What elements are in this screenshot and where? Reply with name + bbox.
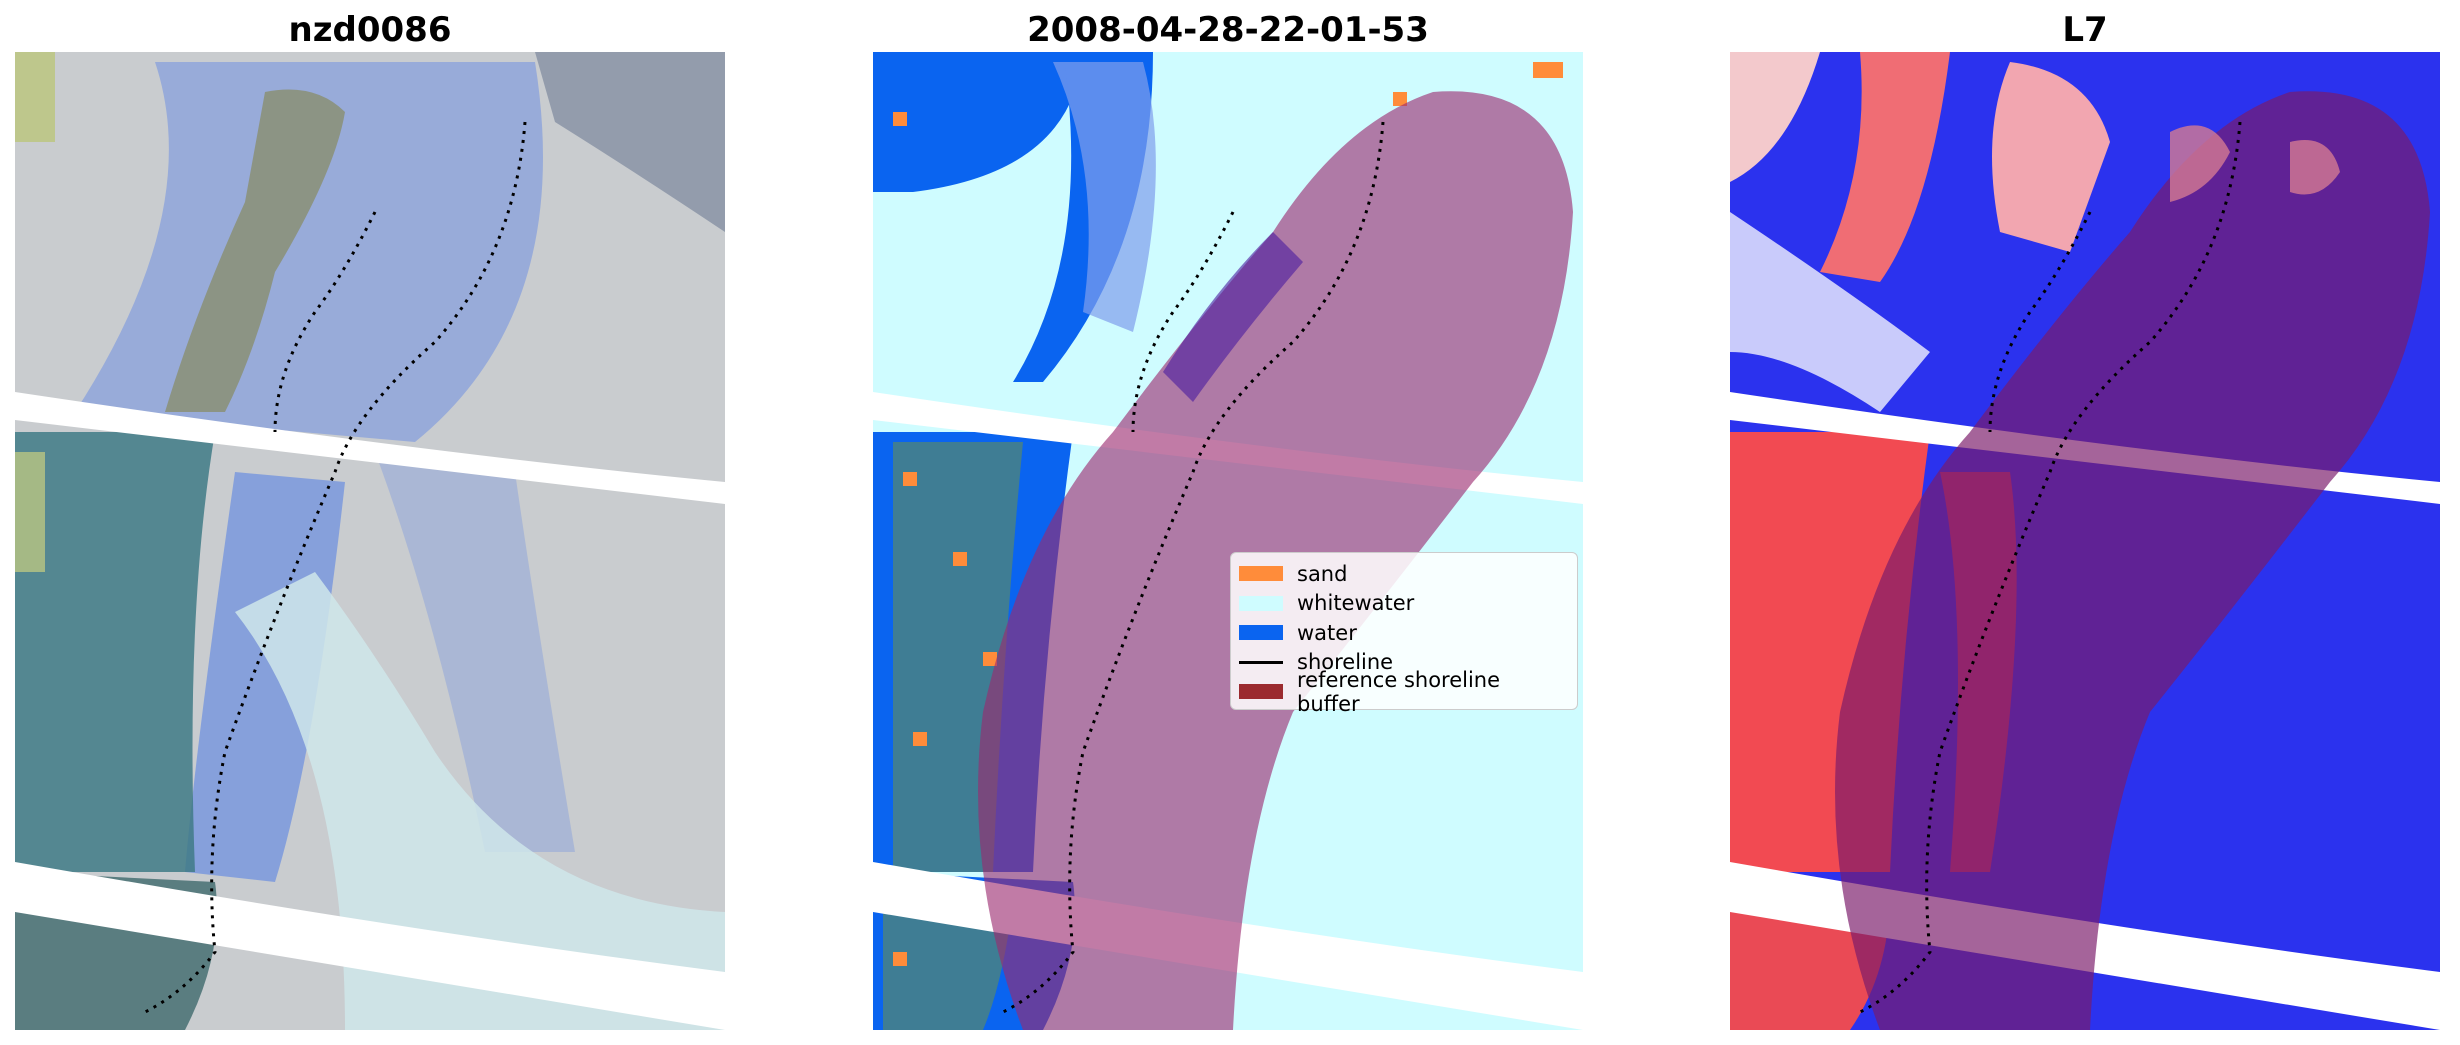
class-sand-pixel bbox=[903, 472, 917, 486]
legend-line-shoreline bbox=[1239, 660, 1283, 664]
rgb-vegetation bbox=[15, 432, 215, 872]
class-sand-pixel bbox=[893, 112, 907, 126]
legend-swatch-sand bbox=[1239, 566, 1283, 582]
legend-label-water: water bbox=[1297, 620, 1357, 645]
index-white-band bbox=[1730, 212, 1930, 412]
rgb-dark-region bbox=[535, 52, 725, 232]
index-light-red bbox=[1992, 62, 2110, 252]
rgb-whitewater bbox=[235, 572, 725, 1030]
index-red-streak bbox=[1820, 52, 1950, 282]
legend: sand whitewater water shoreline referenc… bbox=[1230, 552, 1578, 716]
class-water-top-left bbox=[873, 52, 1083, 192]
rgb-image bbox=[15, 52, 725, 1030]
rgb-nodata-stripe-top bbox=[15, 392, 725, 504]
panel-title-right: L7 bbox=[2062, 10, 2108, 50]
legend-item-sand: sand bbox=[1239, 559, 1569, 589]
rgb-shoreline bbox=[144, 121, 527, 1014]
index-shoreline-inner bbox=[1988, 211, 2092, 433]
index-buffer-highlight bbox=[2170, 125, 2230, 202]
index-image-panel bbox=[1730, 52, 2440, 1030]
panel-title-middle: 2008-04-28-22-01-53 bbox=[1027, 10, 1429, 50]
rgb-water-zone-right bbox=[375, 452, 575, 852]
legend-item-reference-buffer: reference shoreline buffer bbox=[1239, 668, 1569, 716]
rgb-nodata-stripe-bottom bbox=[15, 862, 725, 1030]
class-mixed-region bbox=[1053, 62, 1156, 332]
index-reference-buffer bbox=[1835, 91, 2430, 1030]
rgb-shoreline-inner bbox=[273, 211, 377, 433]
class-shoreline-inner bbox=[1131, 211, 1235, 433]
rgb-water-zone-mid bbox=[185, 472, 345, 882]
class-sand-pixel bbox=[1533, 62, 1563, 78]
index-image bbox=[1730, 52, 2440, 1030]
legend-label-reference-buffer: reference shoreline buffer bbox=[1297, 667, 1501, 716]
index-light-region bbox=[1730, 52, 1820, 182]
class-buffer-dark bbox=[1163, 232, 1303, 402]
legend-swatch-reference-buffer bbox=[1239, 684, 1283, 700]
legend-label-whitewater: whitewater bbox=[1297, 591, 1415, 616]
class-shoreline bbox=[1002, 121, 1385, 1014]
rgb-yellow-edge bbox=[15, 52, 55, 142]
legend-label-shoreline: shoreline bbox=[1297, 650, 1394, 675]
class-sand-pixel bbox=[1393, 92, 1407, 106]
legend-item-shoreline: shoreline bbox=[1239, 648, 1569, 678]
legend-swatch-whitewater bbox=[1239, 595, 1283, 611]
class-sand-pixel bbox=[893, 952, 907, 966]
legend-item-whitewater: whitewater bbox=[1239, 589, 1569, 619]
rgb-image-panel bbox=[15, 52, 725, 1030]
rgb-sand-spit bbox=[165, 89, 345, 412]
classified-image bbox=[873, 52, 1583, 1030]
class-sand-pixel bbox=[953, 552, 967, 566]
class-sand-pixel bbox=[983, 652, 997, 666]
index-buffer-highlight-2 bbox=[2290, 140, 2340, 195]
index-shoreline bbox=[1859, 121, 2242, 1014]
legend-label-sand: sand bbox=[1297, 561, 1348, 586]
rgb-yellow-edge-2 bbox=[15, 452, 45, 572]
legend-swatch-water bbox=[1239, 625, 1283, 641]
class-sand-pixel bbox=[913, 732, 927, 746]
classified-image-panel bbox=[873, 52, 1583, 1030]
panel-title-left: nzd0086 bbox=[288, 10, 452, 50]
legend-item-water: water bbox=[1239, 618, 1569, 648]
